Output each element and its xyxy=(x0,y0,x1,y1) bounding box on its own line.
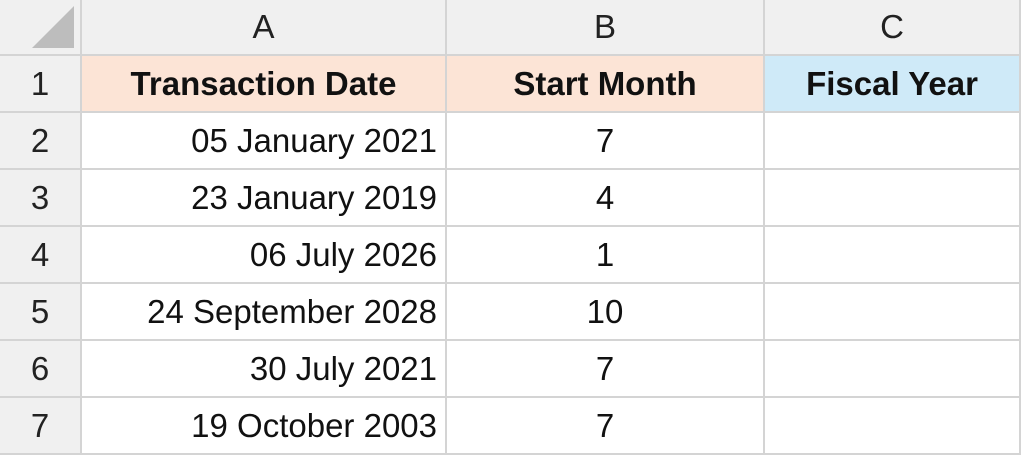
cell-a5[interactable]: 24 September 2028 xyxy=(82,284,447,341)
select-all-button[interactable] xyxy=(0,0,82,56)
cell-b6[interactable]: 7 xyxy=(447,341,765,398)
cell-c2[interactable] xyxy=(765,113,1021,170)
cell-b3[interactable]: 4 xyxy=(447,170,765,227)
cell-a1[interactable]: Transaction Date xyxy=(82,56,447,113)
filler xyxy=(1021,341,1024,398)
cell-c5[interactable] xyxy=(765,284,1021,341)
cell-a6[interactable]: 30 July 2021 xyxy=(82,341,447,398)
cell-b7[interactable]: 7 xyxy=(447,398,765,455)
filler xyxy=(1021,113,1024,170)
filler xyxy=(1021,284,1024,341)
cell-c4[interactable] xyxy=(765,227,1021,284)
cell-a2[interactable]: 05 January 2021 xyxy=(82,113,447,170)
row-header-4[interactable]: 4 xyxy=(0,227,82,284)
cell-c6[interactable] xyxy=(765,341,1021,398)
filler xyxy=(1021,56,1024,113)
row-header-5[interactable]: 5 xyxy=(0,284,82,341)
cell-a4[interactable]: 06 July 2026 xyxy=(82,227,447,284)
row-header-2[interactable]: 2 xyxy=(0,113,82,170)
cell-a7[interactable]: 19 October 2003 xyxy=(82,398,447,455)
cell-b1[interactable]: Start Month xyxy=(447,56,765,113)
filler xyxy=(1021,170,1024,227)
cell-c7[interactable] xyxy=(765,398,1021,455)
filler xyxy=(1021,227,1024,284)
filler xyxy=(1021,398,1024,455)
row-header-1[interactable]: 1 xyxy=(0,56,82,113)
cell-c3[interactable] xyxy=(765,170,1021,227)
select-all-triangle-icon xyxy=(32,6,74,48)
column-header-b[interactable]: B xyxy=(447,0,765,56)
row-header-7[interactable]: 7 xyxy=(0,398,82,455)
cell-b5[interactable]: 10 xyxy=(447,284,765,341)
filler xyxy=(1021,0,1024,56)
cell-c1[interactable]: Fiscal Year xyxy=(765,56,1021,113)
cell-b2[interactable]: 7 xyxy=(447,113,765,170)
column-header-a[interactable]: A xyxy=(82,0,447,56)
column-header-c[interactable]: C xyxy=(765,0,1021,56)
cell-a3[interactable]: 23 January 2019 xyxy=(82,170,447,227)
cell-b4[interactable]: 1 xyxy=(447,227,765,284)
row-header-6[interactable]: 6 xyxy=(0,341,82,398)
row-header-3[interactable]: 3 xyxy=(0,170,82,227)
